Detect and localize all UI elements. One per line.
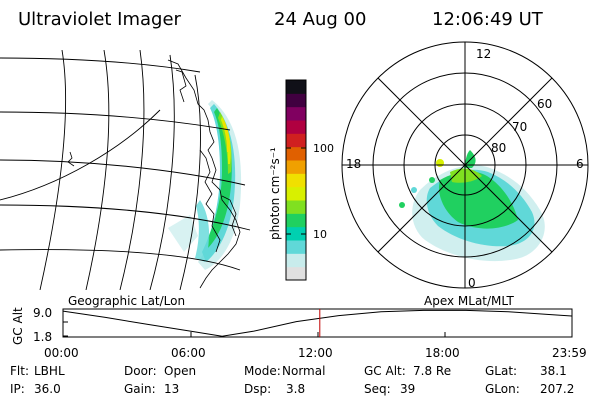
colorbar-cell xyxy=(286,266,306,281)
dsp-value: 3.8 xyxy=(286,382,306,396)
filter-label: Flt: xyxy=(10,364,29,378)
colorbar-cell xyxy=(286,240,306,254)
gain-label: Gain: xyxy=(124,382,156,396)
colorbar-cell xyxy=(286,93,306,108)
ip-label: IP: xyxy=(10,382,25,396)
colorbar-cell xyxy=(286,106,306,121)
colorbar-cell xyxy=(286,186,306,201)
gc-alt-label: GC Alt: xyxy=(364,364,406,378)
gain-value: 13 xyxy=(164,382,180,396)
mlt-label-6: 6 xyxy=(576,157,584,171)
filter-value: LBHL xyxy=(34,364,65,378)
mlt-label-12: 12 xyxy=(476,47,491,61)
colorbar-cell xyxy=(286,213,306,228)
geographic-label: Geographic Lat/Lon xyxy=(68,294,186,308)
glon-label: GLon: xyxy=(485,382,520,396)
colorbar-cell xyxy=(286,80,306,94)
time-tick-1800: 18:00 xyxy=(425,346,460,360)
colorbar-tick-100: 100 xyxy=(313,142,334,155)
gc-alt-value: 7.8 Re xyxy=(413,364,452,378)
glat-value: 38.1 xyxy=(540,364,567,378)
time-tick-1200: 12:00 xyxy=(298,346,333,360)
colorbar-cell xyxy=(286,133,306,148)
seq-label: Seq: xyxy=(364,382,391,396)
image-date: 24 Aug 00 xyxy=(274,9,367,30)
altitude-curve xyxy=(62,309,572,337)
mlat-label-70: 70 xyxy=(512,120,527,134)
colorbar-cell xyxy=(286,173,306,188)
image-time: 12:06:49 UT xyxy=(432,9,543,30)
colorbar-cell xyxy=(286,160,306,174)
ip-value: 36.0 xyxy=(34,382,61,396)
colorbar-tick-10: 10 xyxy=(313,228,327,241)
door-label: Door: xyxy=(124,364,157,378)
mlt-label-0: 0 xyxy=(468,276,476,290)
colorbar-unit-label: photon cm⁻²s⁻¹ xyxy=(268,147,282,240)
colorbar-cell xyxy=(286,200,306,214)
map-grid xyxy=(0,50,251,290)
aurora-image-polar xyxy=(399,150,545,262)
time-tick-0000: 00:00 xyxy=(44,346,79,360)
mlat-label-60: 60 xyxy=(537,97,552,111)
alt-tick-9: 9.0 xyxy=(33,306,52,320)
time-tick-2359: 23:59 xyxy=(552,346,587,360)
colorbar-cell xyxy=(286,146,306,161)
mode-label: Mode: xyxy=(244,364,281,378)
colorbar-cell xyxy=(286,253,306,268)
aurora-image-geographic xyxy=(168,100,242,270)
mlat-label-80: 80 xyxy=(491,141,506,155)
gc-alt-axis-title: GC Alt xyxy=(11,307,25,345)
colorbar-cell xyxy=(286,226,306,241)
dsp-label: Dsp: xyxy=(244,382,272,396)
alt-tick-1.8: 1.8 xyxy=(33,330,52,344)
coastline xyxy=(67,59,241,289)
colorbar-cell xyxy=(286,120,306,134)
glat-label: GLat: xyxy=(485,364,518,378)
mode-value: Normal xyxy=(282,364,326,378)
glon-value: 207.2 xyxy=(540,382,575,396)
seq-value: 39 xyxy=(400,382,416,396)
mlt-label-18: 18 xyxy=(346,157,361,171)
polar-grid xyxy=(341,41,589,289)
time-tick-0600: 06:00 xyxy=(171,346,206,360)
app-title: Ultraviolet Imager xyxy=(18,9,181,30)
door-value: Open xyxy=(164,364,197,378)
apex-label: Apex MLat/MLT xyxy=(424,294,514,308)
